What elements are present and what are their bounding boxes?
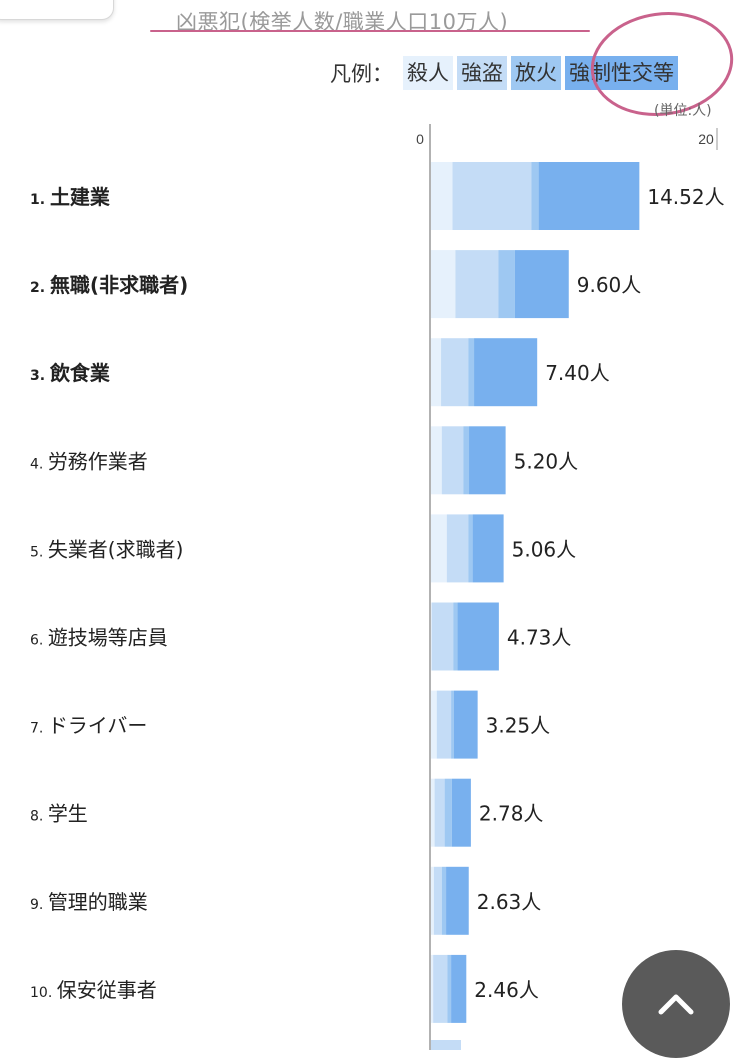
bar-segment xyxy=(431,1040,461,1050)
bar-segment xyxy=(463,426,470,495)
bar-segment xyxy=(441,338,469,407)
bar-segment xyxy=(444,778,452,847)
rank-label: 5. xyxy=(30,544,48,560)
category-label: 8. 学生 xyxy=(30,802,88,826)
bar-segment xyxy=(453,690,478,759)
rank-label: 10. xyxy=(30,985,57,1001)
x-tick-label: 20 xyxy=(698,131,714,147)
value-label: 9.60人 xyxy=(577,273,642,297)
bar-segment xyxy=(431,514,447,583)
bar-segment xyxy=(446,866,469,935)
bar-segment xyxy=(431,338,442,407)
bar-segment xyxy=(431,602,432,671)
bar-segment xyxy=(436,690,452,759)
bar-segment xyxy=(451,778,471,847)
circle-annotation xyxy=(590,12,734,116)
category-name: ドライバー xyxy=(48,714,148,738)
chevron-up-icon xyxy=(658,994,694,1015)
bar-segment xyxy=(498,250,515,319)
bar-segment xyxy=(433,954,448,1023)
rank-label: 1. xyxy=(30,192,50,208)
bar-segment xyxy=(514,250,569,319)
category-name: 失業者(求職者) xyxy=(48,537,184,561)
value-label: 7.40人 xyxy=(545,361,610,385)
value-label: 3.25人 xyxy=(486,714,551,738)
bar-segment xyxy=(451,954,467,1023)
rank-label: 9. xyxy=(30,897,48,913)
bar-segment xyxy=(468,514,473,583)
value-label: 14.52人 xyxy=(647,185,724,209)
bar-segment xyxy=(431,866,434,935)
bar-segment xyxy=(434,778,445,847)
bar-segment xyxy=(431,778,435,847)
bar-segment xyxy=(469,426,506,495)
legend-item-sexual-assault: 強制性交等 xyxy=(565,56,678,90)
value-label: 5.06人 xyxy=(512,537,577,561)
legend-item-murder: 殺人 xyxy=(403,56,453,90)
category-label: 9. 管理的職業 xyxy=(30,890,148,914)
category-label: 2. 無職(非求職者) xyxy=(30,273,188,297)
category-label: 1. 土建業 xyxy=(30,185,111,209)
bar-segment xyxy=(446,514,469,583)
bar-segment xyxy=(468,338,475,407)
title-underline-annotation xyxy=(150,30,590,32)
value-label: 2.46人 xyxy=(474,978,539,1002)
bar-segment xyxy=(441,866,447,935)
legend: 凡例： 殺人 強盗 放火 強制性交等 xyxy=(330,56,682,90)
category-name: 飲食業 xyxy=(49,361,111,385)
bar-segment xyxy=(474,338,538,407)
legend-item-robbery: 強盗 xyxy=(457,56,507,90)
category-label: 6. 遊技場等店員 xyxy=(30,626,168,650)
category-name: 学生 xyxy=(48,802,88,826)
bar-segment xyxy=(531,162,539,230)
bar-segment xyxy=(457,602,499,671)
category-name: 労務作業者 xyxy=(48,449,148,473)
legend-item-arson: 放火 xyxy=(511,56,561,90)
category-name: 管理的職業 xyxy=(48,890,148,914)
category-label: 10. 保安従事者 xyxy=(30,978,157,1002)
bar-segment xyxy=(441,426,464,495)
category-name: 遊技場等店員 xyxy=(48,626,168,650)
x-tick-label: 0 xyxy=(416,131,424,147)
bar-segment xyxy=(453,602,458,671)
bar-segment xyxy=(431,426,442,495)
category-label: 5. 失業者(求職者) xyxy=(30,537,183,561)
category-label: 3. 飲食業 xyxy=(30,361,111,385)
bar-segment xyxy=(431,602,454,671)
bar-segment xyxy=(431,690,437,759)
bar-segment xyxy=(431,162,453,230)
rank-label: 3. xyxy=(30,368,50,384)
top-tab[interactable] xyxy=(0,0,114,20)
rank-label: 6. xyxy=(30,633,48,649)
rank-label: 7. xyxy=(30,721,48,737)
category-name: 土建業 xyxy=(50,185,111,209)
rank-label: 8. xyxy=(30,809,48,825)
bar-segment xyxy=(451,690,454,759)
unit-note: (単位:人) xyxy=(654,103,712,119)
category-name: 保安従事者 xyxy=(57,978,157,1002)
bar-segment xyxy=(447,954,452,1023)
bar-segment xyxy=(455,250,499,319)
bar-segment xyxy=(433,866,442,935)
category-label: 4. 労務作業者 xyxy=(30,449,148,473)
scroll-to-top-button[interactable] xyxy=(622,950,730,1058)
bar-segment xyxy=(431,250,456,319)
value-label: 2.78人 xyxy=(479,802,544,826)
rank-label: 4. xyxy=(30,456,48,472)
legend-label: 凡例： xyxy=(330,62,393,86)
rank-label: 2. xyxy=(30,280,50,296)
value-label: 4.73人 xyxy=(507,626,572,650)
value-label: 5.20人 xyxy=(514,449,579,473)
bar-segment xyxy=(472,514,504,583)
bar-segment xyxy=(538,162,640,230)
category-label: 7. ドライバー xyxy=(30,714,147,738)
value-label: 2.63人 xyxy=(477,890,542,914)
bar-segment xyxy=(431,954,434,1023)
bar-segment xyxy=(452,162,532,230)
category-name: 無職(非求職者) xyxy=(50,273,188,297)
